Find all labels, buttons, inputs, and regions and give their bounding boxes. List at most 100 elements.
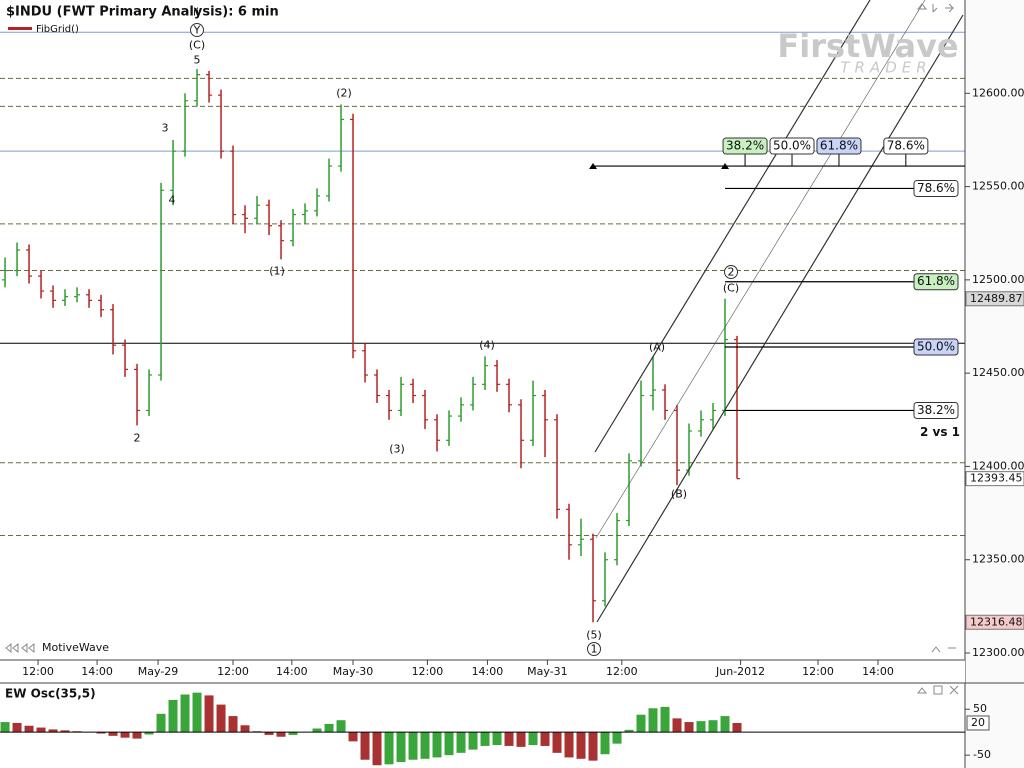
indicator-swatch xyxy=(8,27,32,30)
osc-bar xyxy=(708,720,718,733)
fib-time-label: 50.0% xyxy=(773,139,811,153)
oscillator-panel xyxy=(0,692,965,766)
price-marker-label: 12489.87 xyxy=(970,292,1023,305)
fib-time-anchor xyxy=(589,163,598,170)
wave-label: 3 xyxy=(162,122,169,135)
osc-bar xyxy=(612,732,622,744)
x-tick-label: May-31 xyxy=(527,665,568,678)
osc-bar xyxy=(288,732,298,735)
wave-label: 5 xyxy=(194,54,201,67)
osc-bar xyxy=(180,694,190,733)
osc-bar xyxy=(36,727,46,733)
osc-bar xyxy=(144,732,154,735)
fib-level-box xyxy=(913,179,959,197)
osc-marker-label: 20 xyxy=(971,716,985,729)
pitchfork xyxy=(594,0,964,623)
fib-time-anchor xyxy=(721,163,730,170)
wave-label: (5) xyxy=(586,629,602,642)
wave-label: 2 xyxy=(728,266,735,279)
price-marker xyxy=(965,471,1024,487)
osc-bar xyxy=(192,692,202,733)
logo: FirstWave xyxy=(777,27,958,65)
osc-bar xyxy=(660,706,670,733)
osc-bar xyxy=(312,728,322,733)
right-axis-bg xyxy=(965,0,1024,768)
osc-icons[interactable] xyxy=(916,685,959,695)
osc-bar xyxy=(60,730,70,733)
osc-bar xyxy=(348,732,358,742)
osc-title: EW Osc(35,5) xyxy=(5,687,96,701)
osc-bar xyxy=(132,732,142,739)
price-marker-label: 12316.48 xyxy=(970,615,1023,628)
osc-bar xyxy=(12,722,22,733)
wave-label: (3) xyxy=(389,443,405,456)
osc-bar xyxy=(636,714,646,733)
osc-bar xyxy=(576,732,586,759)
time-axis-bg xyxy=(0,660,965,683)
x-tick-label: 14:00 xyxy=(862,665,894,678)
fib-level-box xyxy=(913,338,959,356)
osc-bar xyxy=(588,732,598,761)
wave-label: Y xyxy=(193,24,201,37)
x-tick-label: 12:00 xyxy=(606,665,638,678)
osc-bar xyxy=(540,732,550,746)
y-tick-label: 12400.00 xyxy=(972,459,1024,472)
osc-bar xyxy=(228,716,238,733)
osc-bar xyxy=(216,704,226,733)
wave-label: (4) xyxy=(479,339,495,352)
indicator-label: FibGrid() xyxy=(36,24,79,35)
wave-circle xyxy=(190,23,204,37)
wave-label: (C) xyxy=(723,282,739,295)
fib-time-box xyxy=(769,137,815,155)
osc-bar xyxy=(0,722,10,733)
osc-bar xyxy=(156,713,166,733)
osc-bar xyxy=(168,700,178,733)
osc-bar xyxy=(108,732,118,736)
osc-bar xyxy=(516,732,526,747)
osc-bar xyxy=(408,732,418,760)
osc-bar xyxy=(672,718,682,733)
wave-label: 1 xyxy=(591,643,598,656)
fib-level-label: 61.8% xyxy=(917,274,955,288)
osc-bar xyxy=(396,732,406,763)
x-tick-label: 12:00 xyxy=(217,665,249,678)
y-tick-label: 12450.00 xyxy=(972,366,1024,379)
fib-level-box xyxy=(913,273,959,291)
wave-label: 2 xyxy=(134,432,141,445)
x-tick-label: May-29 xyxy=(138,665,179,678)
osc-bar xyxy=(732,722,742,733)
osc-bar xyxy=(24,725,34,733)
wave-label: (1) xyxy=(269,265,285,278)
osc-bar xyxy=(276,732,286,737)
panel-icons[interactable] xyxy=(916,3,956,653)
scroll-icons[interactable] xyxy=(5,642,35,654)
osc-tick-label: 50 xyxy=(973,702,987,715)
osc-bar xyxy=(684,722,694,733)
x-tick-label: 12:00 xyxy=(22,665,54,678)
x-tick-label: 12:00 xyxy=(802,665,834,678)
osc-bar xyxy=(336,720,346,733)
osc-bar xyxy=(624,729,634,733)
osc-bar xyxy=(480,732,490,746)
wave-label: (B) xyxy=(671,488,687,501)
wave-label: 2 vs 1 xyxy=(920,425,960,439)
fib-time-label: 78.6% xyxy=(887,139,925,153)
x-tick-label: Jun-2012 xyxy=(715,665,765,678)
x-tick-label: 12:00 xyxy=(412,665,444,678)
fib-time-box xyxy=(816,137,862,155)
wave-circle xyxy=(587,642,601,656)
fib-level-box xyxy=(913,401,959,419)
x-tick-label: May-30 xyxy=(333,665,374,678)
osc-bar xyxy=(456,732,466,753)
x-tick-label: 14:00 xyxy=(81,665,113,678)
osc-bar xyxy=(360,732,370,760)
osc-bar xyxy=(420,732,430,759)
wave-circle xyxy=(724,265,738,279)
fib-time-box xyxy=(883,137,929,155)
osc-bar xyxy=(528,732,538,746)
osc-bar xyxy=(504,732,514,746)
osc-bar xyxy=(120,732,130,738)
x-tick-label: 14:00 xyxy=(472,665,504,678)
osc-bar xyxy=(264,732,274,735)
